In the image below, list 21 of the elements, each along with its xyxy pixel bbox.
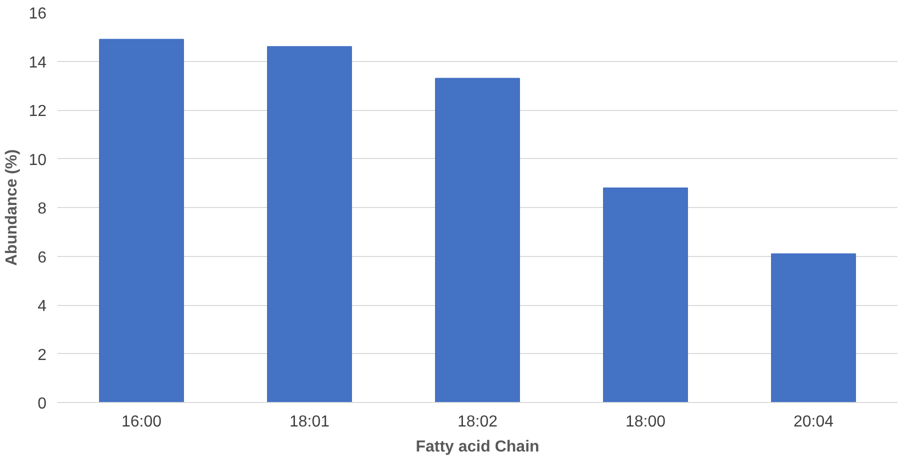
x-axis-title: Fatty acid Chain: [416, 438, 540, 456]
y-tick-label: 10: [28, 152, 47, 169]
y-tick-label: 6: [38, 249, 47, 266]
bar: [267, 46, 352, 402]
y-tick-label: 14: [28, 54, 47, 72]
y-tick-label: 8: [38, 200, 47, 218]
bar: [99, 38, 184, 402]
y-tick-label: 16: [28, 6, 47, 22]
bar: [771, 253, 856, 402]
y-tick-label: 0: [38, 396, 47, 412]
bar: [435, 78, 520, 402]
x-tick-label: 18:01: [289, 414, 330, 430]
y-tick-label: 4: [38, 298, 47, 315]
x-tick-label: 16:00: [121, 414, 162, 430]
y-tick-label: 2: [38, 346, 47, 364]
x-tick-label: 20:04: [793, 414, 834, 430]
y-tick-label: 12: [28, 103, 47, 120]
x-tick-label: 18:00: [625, 414, 666, 430]
x-tick-label: 18:02: [457, 414, 498, 430]
y-axis-title: Abundance (%): [4, 149, 21, 266]
bar: [603, 188, 688, 402]
